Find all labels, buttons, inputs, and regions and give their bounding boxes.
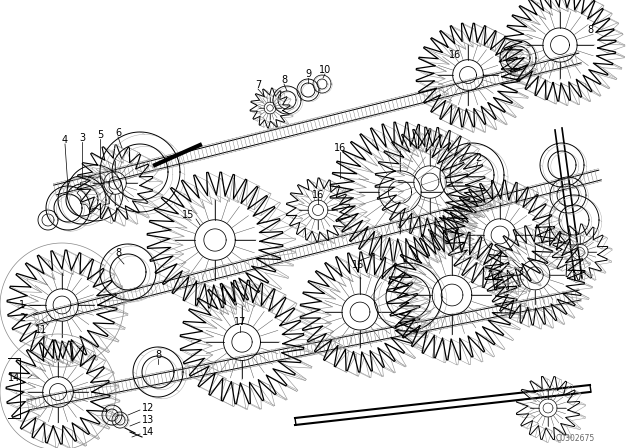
Text: 8: 8: [115, 248, 121, 258]
Text: 10: 10: [319, 65, 331, 75]
Text: 1: 1: [19, 300, 25, 310]
Text: 14: 14: [142, 427, 154, 437]
Text: 8: 8: [281, 75, 287, 85]
Text: 2: 2: [475, 153, 481, 163]
Text: 3: 3: [517, 267, 523, 277]
Text: 5: 5: [97, 130, 103, 140]
Text: 6: 6: [115, 128, 121, 138]
Text: 3: 3: [79, 133, 85, 143]
Text: C0302675: C0302675: [556, 434, 595, 443]
Text: 4: 4: [62, 135, 68, 145]
Text: 17: 17: [234, 317, 246, 327]
Text: 13: 13: [142, 415, 154, 425]
Text: 11: 11: [35, 325, 47, 335]
Text: 16: 16: [312, 190, 324, 200]
Text: 8: 8: [155, 350, 161, 360]
Text: 7: 7: [255, 80, 261, 90]
Text: 16: 16: [334, 143, 346, 153]
Text: 16: 16: [352, 260, 364, 270]
Text: 2: 2: [19, 313, 25, 323]
Text: 14: 14: [8, 373, 20, 383]
Text: 8: 8: [587, 25, 593, 35]
Text: 15: 15: [182, 210, 194, 220]
Text: 16: 16: [449, 50, 461, 60]
Text: 12: 12: [142, 403, 154, 413]
Text: 9: 9: [305, 69, 311, 79]
